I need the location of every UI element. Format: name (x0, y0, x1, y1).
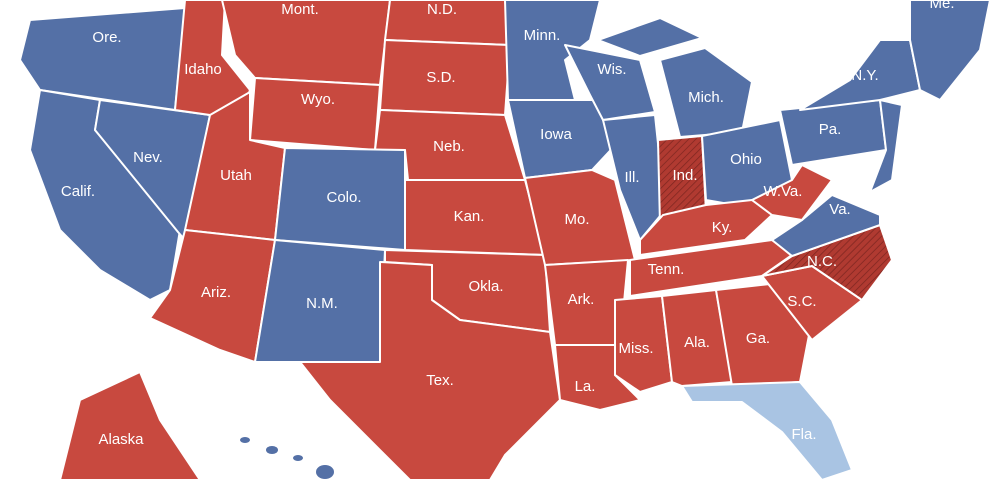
state-shape (614, 295, 673, 393)
state-label: Okla. (468, 278, 503, 295)
state-shape (597, 17, 703, 57)
state-label: Wyo. (301, 91, 335, 108)
state-shape (715, 283, 811, 387)
island (316, 465, 334, 479)
state-label: Wis. (597, 61, 626, 78)
state-shape (659, 47, 753, 138)
state-label: Ind. (672, 167, 697, 184)
state-shape (661, 289, 733, 387)
state-label: Tex. (426, 372, 454, 389)
state-label: Ky. (712, 219, 733, 236)
state-shape (507, 99, 621, 179)
state-labels: Ore. Idaho Mont. N.D. Minn. Wis. Mich. N… (61, 0, 955, 448)
state-label: Fla. (791, 426, 816, 443)
state-label: W.Va. (764, 183, 803, 200)
state-label: N.C. (807, 253, 837, 270)
state-label: Pa. (819, 121, 842, 138)
state-label: Me. (929, 0, 954, 12)
state-label: Iowa (540, 126, 572, 143)
state-label: Ill. (625, 169, 640, 186)
state-label: La. (575, 378, 596, 395)
state-label: S.C. (787, 293, 816, 310)
state-label: Ala. (684, 334, 710, 351)
state-label: Idaho (184, 61, 222, 78)
state-label: S.D. (426, 69, 455, 86)
state-shape (299, 261, 561, 480)
state-shape (524, 169, 636, 266)
island (293, 455, 303, 461)
state-label: Ga. (746, 330, 770, 347)
state-shape (19, 7, 186, 111)
state-label: Alaska (98, 431, 144, 448)
state-shape (59, 371, 201, 480)
state-label: Mont. (281, 1, 319, 18)
state-label: Ohio (730, 151, 762, 168)
state-label: Colo. (326, 189, 361, 206)
state-shape (564, 44, 656, 121)
state-label: Kan. (454, 208, 485, 225)
state-label: N.Y. (851, 67, 878, 84)
state-label: Ark. (568, 291, 595, 308)
state-label: Minn. (524, 27, 561, 44)
state-label: Mo. (564, 211, 589, 228)
state-shape (909, 0, 990, 101)
state-label: N.M. (306, 295, 338, 312)
state-label: Calif. (61, 183, 95, 200)
state-label: N.D. (427, 1, 457, 18)
state-label: Va. (829, 201, 850, 218)
state-shape (751, 164, 833, 221)
state-label: Ariz. (201, 284, 231, 301)
island (266, 446, 278, 454)
island (240, 437, 250, 443)
state-label: Mich. (688, 89, 724, 106)
state-label: Nev. (133, 149, 163, 166)
state-shape (249, 77, 381, 151)
state-label: Neb. (433, 138, 465, 155)
state-label: Tenn. (648, 261, 685, 278)
state-label: Ore. (92, 29, 121, 46)
state-shape (869, 99, 903, 193)
states (19, 0, 990, 480)
state-label: Miss. (619, 340, 654, 357)
state-label: Utah (220, 167, 252, 184)
state-shape (681, 381, 853, 480)
